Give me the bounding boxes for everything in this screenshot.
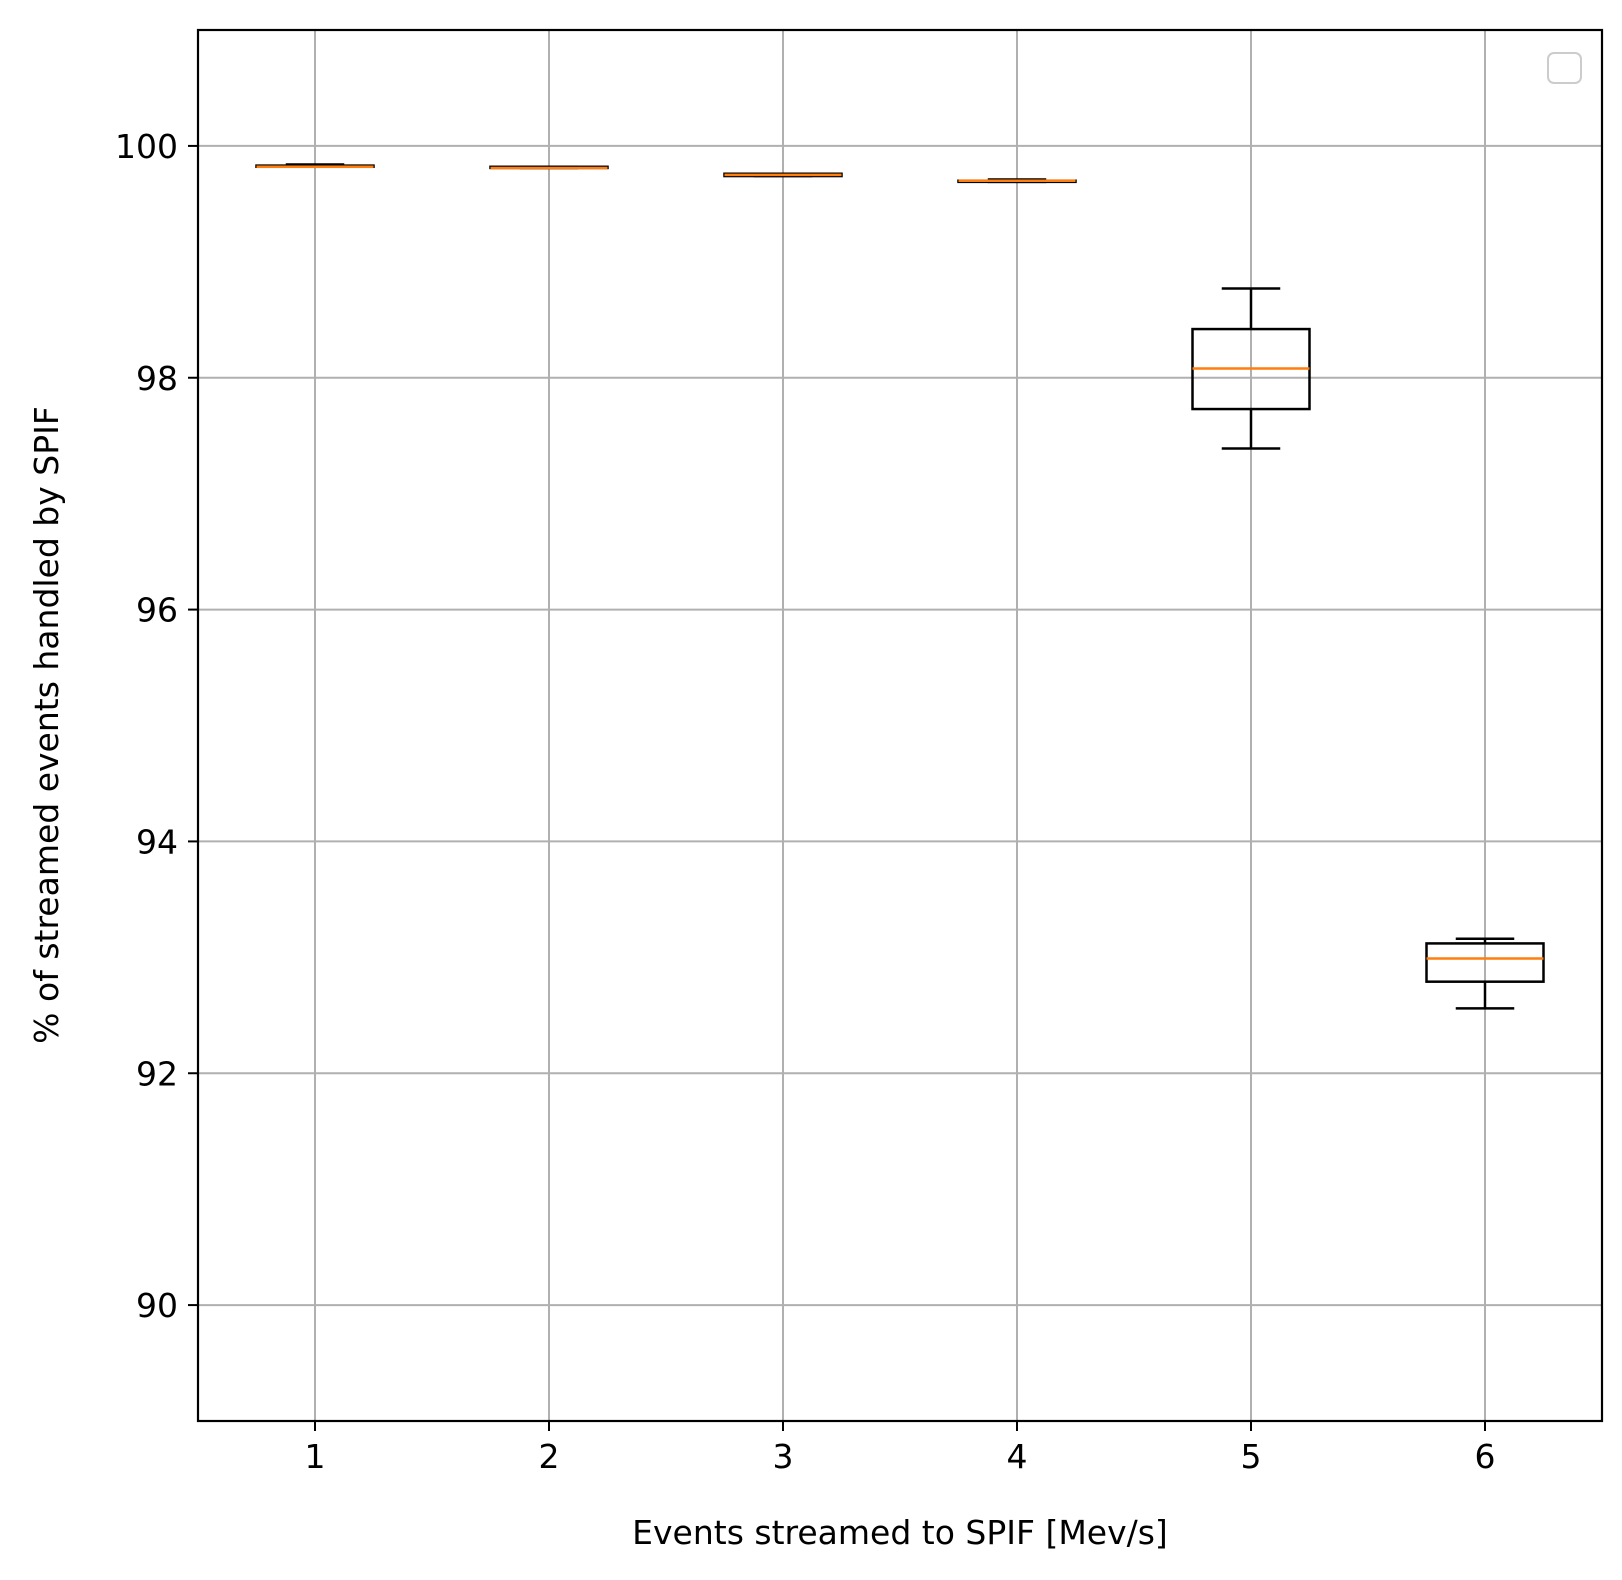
- x-tick-label: 4: [1007, 1437, 1028, 1476]
- box-body: [1425, 942, 1545, 983]
- plot-frame: [196, 28, 1604, 1423]
- y-tick-label: 92: [136, 1054, 178, 1093]
- x-tick-label: 1: [305, 1437, 326, 1476]
- y-tick-label: 94: [136, 822, 178, 861]
- x-tick-label: 2: [539, 1437, 560, 1476]
- x-tick-label: 6: [1475, 1437, 1496, 1476]
- tick-layer: 1 2 3 4 5 6 90 92 94 96 98 100: [115, 127, 1496, 1476]
- legend-box: [1547, 52, 1582, 84]
- y-tick-label: 90: [136, 1286, 178, 1325]
- x-axis-label: Events streamed to SPIF [Mev/s]: [632, 1513, 1168, 1552]
- x-tick-label: 5: [1241, 1437, 1262, 1476]
- y-axis-label: % of streamed events handled by SPIF: [27, 406, 66, 1044]
- box-layer: [255, 163, 1545, 1010]
- y-tick-label: 100: [115, 127, 178, 166]
- x-tick-label: 3: [773, 1437, 794, 1476]
- y-tick-label: 96: [136, 591, 178, 630]
- y-tick-label: 98: [136, 359, 178, 398]
- grid-layer: [198, 30, 1602, 1421]
